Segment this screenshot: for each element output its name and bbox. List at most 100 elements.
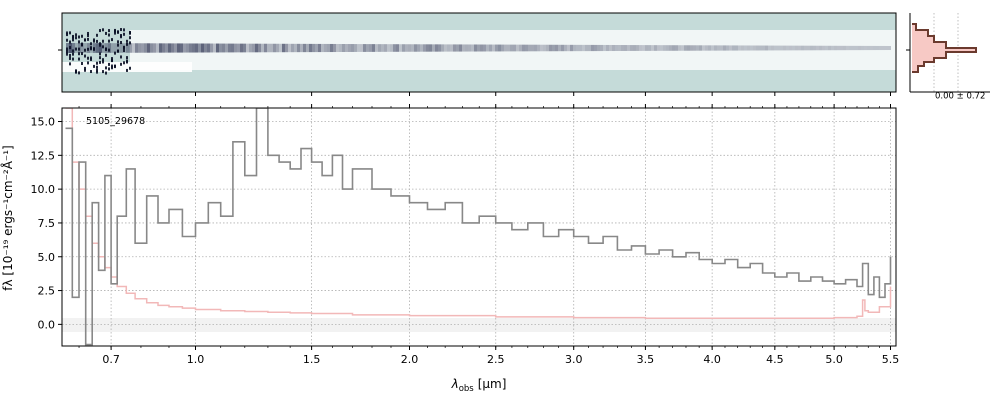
spec2d-pixel	[108, 33, 110, 37]
spec2d-pixel	[549, 44, 552, 52]
spec2d-pixel	[114, 51, 116, 55]
spec2d-pixel	[111, 38, 113, 42]
spec2d-pixel	[801, 45, 804, 51]
spec2d-pixel	[246, 43, 249, 53]
spec2d-pixel	[189, 43, 192, 53]
spec2d-pixel	[654, 45, 657, 51]
spec2d-pixel	[282, 43, 285, 53]
spec2d-pixel	[888, 45, 891, 51]
spec2d-pixel	[756, 45, 759, 51]
spec2d-pixel	[858, 45, 861, 51]
spec2d-pixel	[612, 44, 615, 52]
spec2d-pixel	[114, 31, 116, 35]
spec2d-pixel	[726, 45, 729, 51]
spec2d-pixel	[564, 44, 567, 52]
spec2d-pixel	[852, 45, 855, 51]
spec2d-pixel	[357, 44, 360, 52]
spec2d-pixel	[108, 48, 110, 52]
spec2d-pixel	[324, 43, 327, 53]
spec2d-pixel	[69, 56, 71, 60]
spec2d-pixel	[834, 45, 837, 51]
spec2d-pixel	[273, 43, 276, 53]
spec2d-pixel	[96, 33, 98, 37]
spec2d-pixel	[183, 43, 186, 53]
spec2d-pixel	[414, 44, 417, 52]
y-tick-label: 12.5	[31, 149, 56, 162]
spec2d-pixel	[390, 44, 393, 52]
spec2d-pixel	[99, 56, 101, 60]
spec2d-pixel	[570, 44, 573, 52]
spec2d-pixel	[123, 46, 125, 50]
spec2d-pixel	[72, 43, 75, 53]
spec2d-pixel	[132, 43, 135, 53]
spec2d-pixel	[96, 43, 99, 53]
spec2d-pixel	[117, 43, 120, 53]
spec2d-pixel	[381, 44, 384, 52]
spec2d-pixel	[108, 62, 110, 66]
x-tick-label: 2.0	[401, 353, 419, 366]
spec2d-pixel	[627, 45, 630, 51]
spec2d-pixel	[672, 45, 675, 51]
spec2d-pixel	[624, 45, 627, 51]
x-axis-label-unit: [μm]	[478, 377, 507, 391]
spec2d-pixel	[96, 65, 98, 69]
spectrum-2d-ticks	[58, 49, 892, 96]
spec2d-pixel	[798, 45, 801, 51]
spec2d-pixel	[561, 44, 564, 52]
spec2d-pixel	[393, 44, 396, 52]
spec2d-pixel	[120, 41, 122, 45]
spec2d-pixel	[75, 36, 77, 40]
spec2d-pixel	[294, 43, 297, 53]
spec2d-pixel	[822, 45, 825, 51]
spec2d-pixel	[117, 40, 119, 44]
spec2d-pixel	[768, 45, 771, 51]
spec2d-pixel	[789, 45, 792, 51]
spec2d-pixel	[720, 45, 723, 51]
spec2d-pixel	[522, 44, 525, 52]
spectrum-2d-trace	[62, 28, 896, 75]
spec2d-pixel	[462, 44, 465, 52]
spec2d-pixel	[66, 33, 68, 37]
spec2d-pixel	[336, 43, 339, 53]
spec2d-pixel	[870, 45, 873, 51]
spec2d-pixel	[126, 56, 128, 60]
spec2d-pixel	[600, 44, 603, 52]
spec2d-pixel	[201, 43, 204, 53]
spec2d-pixel	[87, 56, 89, 60]
spec2d-pixel	[465, 44, 468, 52]
spec2d-pixel	[615, 44, 618, 52]
spec2d-pixel	[804, 45, 807, 51]
spec2d-pixel	[126, 39, 128, 43]
spec2d-pixel	[69, 31, 71, 35]
spec2d-pixel	[492, 44, 495, 52]
spec2d-pixel	[75, 47, 77, 51]
spec2d-pixel	[501, 44, 504, 52]
spec2d-pixel	[702, 45, 705, 51]
spec2d-pixel	[342, 44, 345, 52]
spec2d-pixel	[807, 45, 810, 51]
spectrum-2d-panel	[58, 12, 897, 96]
spec2d-pixel	[792, 45, 795, 51]
spec2d-pixel	[180, 43, 183, 53]
spec2d-pixel	[66, 31, 68, 35]
spec2d-pixel	[171, 43, 174, 53]
spec2d-pixel	[471, 44, 474, 52]
spec2d-pixel	[231, 43, 234, 53]
spec2d-pixel	[288, 43, 291, 53]
spec2d-pixel	[648, 45, 651, 51]
spec2d-pixel	[438, 44, 441, 52]
spec2d-pixel	[123, 49, 125, 53]
spec2d-pixel	[849, 45, 852, 51]
spec2d-pixel	[84, 48, 86, 52]
spec2d-pixel	[120, 55, 122, 59]
spec2d-pixel	[111, 43, 114, 53]
spec2d-pixel	[105, 71, 107, 75]
spec2d-pixel	[684, 45, 687, 51]
spec2d-pixel	[717, 45, 720, 51]
spec2d-pixel	[693, 45, 696, 51]
spec2d-pixel	[84, 38, 86, 42]
profile-line	[912, 23, 977, 73]
spec2d-pixel	[453, 44, 456, 52]
spec2d-pixel	[111, 57, 113, 61]
spec2d-pixel	[510, 44, 513, 52]
